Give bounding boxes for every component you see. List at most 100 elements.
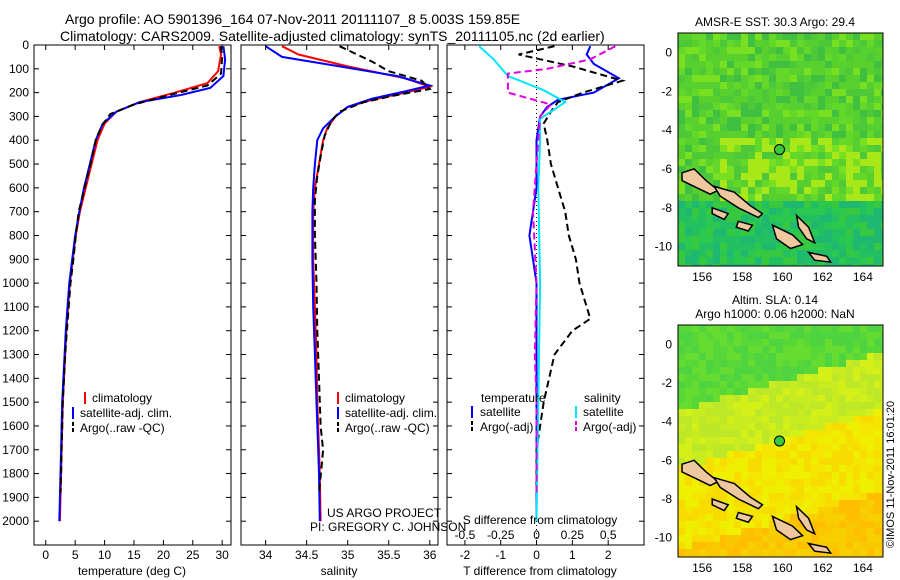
map-cell <box>818 451 826 459</box>
map-cell <box>853 68 861 76</box>
map-cell <box>790 346 798 354</box>
map-cell <box>818 33 826 41</box>
map-cell <box>741 395 749 403</box>
map-cell <box>811 423 819 431</box>
legend-label-argo: Argo(..raw -QC) <box>80 421 165 435</box>
map-cell <box>797 444 805 452</box>
map-cell <box>804 110 812 118</box>
map-cell <box>699 493 707 501</box>
map-cell <box>706 381 714 389</box>
map-cell <box>881 180 883 188</box>
map-cell <box>846 374 854 382</box>
map-cell <box>860 514 868 522</box>
map-cell <box>685 89 693 97</box>
map-cell <box>818 423 826 431</box>
map-cell <box>678 61 686 69</box>
map-cell <box>727 110 735 118</box>
island-shape <box>806 542 833 555</box>
map-cell <box>818 243 826 251</box>
map-cell <box>797 54 805 62</box>
map-cell <box>818 507 826 515</box>
map-cell <box>685 325 693 333</box>
map-cell <box>755 82 763 90</box>
map-cell <box>727 68 735 76</box>
map-cell <box>727 264 735 266</box>
map-cell <box>783 124 791 132</box>
map-cell <box>699 542 707 550</box>
map-cell <box>706 159 714 167</box>
map-cell <box>881 465 883 473</box>
map-cell <box>846 479 854 487</box>
legend-header-temperature: temperature <box>481 391 546 405</box>
map-cell <box>860 124 868 132</box>
map-cell <box>776 332 784 340</box>
map-cell <box>713 339 721 347</box>
map-cell <box>832 451 840 459</box>
map-cell <box>825 222 833 230</box>
map-cell <box>832 159 840 167</box>
map-cell <box>783 159 791 167</box>
map-cell <box>818 346 826 354</box>
map-cell <box>727 201 735 209</box>
map-cell <box>678 514 686 522</box>
map-cell <box>734 159 742 167</box>
map-cell <box>755 521 763 529</box>
map-cell <box>713 110 721 118</box>
map-cell <box>776 367 784 375</box>
map-cell <box>818 437 826 445</box>
map-cell <box>881 124 883 132</box>
map-cell <box>867 423 875 431</box>
map-cell <box>804 68 812 76</box>
credit-imos: ©IMOS 11-Nov-2011 16:01:20 <box>885 401 897 548</box>
map-cell <box>818 40 826 48</box>
map-cell <box>797 264 805 266</box>
map-cell <box>874 33 882 41</box>
map-cell <box>804 166 812 174</box>
map-cell <box>776 124 784 132</box>
map-cell <box>874 423 882 431</box>
map-cell <box>713 152 721 160</box>
x-tick-label: 35.5 <box>377 548 401 562</box>
map-cell <box>832 500 840 508</box>
map-cell <box>685 54 693 62</box>
map-cell <box>811 222 819 230</box>
map-cell <box>685 194 693 202</box>
map-cell <box>755 54 763 62</box>
map-cell <box>846 353 854 361</box>
map-cell <box>755 180 763 188</box>
map-cell <box>853 493 861 501</box>
map-cell <box>874 542 882 550</box>
map-cell <box>867 152 875 160</box>
map-cell <box>811 444 819 452</box>
map-cell <box>846 89 854 97</box>
map-cell <box>846 215 854 223</box>
map-cell <box>720 110 728 118</box>
map-cell <box>860 54 868 62</box>
map-cell <box>860 152 868 160</box>
map-cell <box>797 500 805 508</box>
map-cell <box>692 243 700 251</box>
map-cell <box>748 542 756 550</box>
map-cell <box>713 222 721 230</box>
map-cell <box>692 346 700 354</box>
map-cell <box>825 479 833 487</box>
map-cell <box>818 472 826 480</box>
map-cell <box>706 82 714 90</box>
map-cell <box>741 187 749 195</box>
map-cell <box>783 215 791 223</box>
map-cell <box>846 444 854 452</box>
map-cell <box>832 395 840 403</box>
map-cell <box>867 360 875 368</box>
map-cell <box>790 402 798 410</box>
map-cell <box>692 374 700 382</box>
map-cell <box>818 367 826 375</box>
map-cell <box>713 89 721 97</box>
map-cell <box>748 346 756 354</box>
map-cell <box>713 159 721 167</box>
map-cell <box>860 89 868 97</box>
map-cell <box>804 40 812 48</box>
map-cell <box>734 89 742 97</box>
map-cell <box>755 332 763 340</box>
map-cell <box>867 145 875 153</box>
